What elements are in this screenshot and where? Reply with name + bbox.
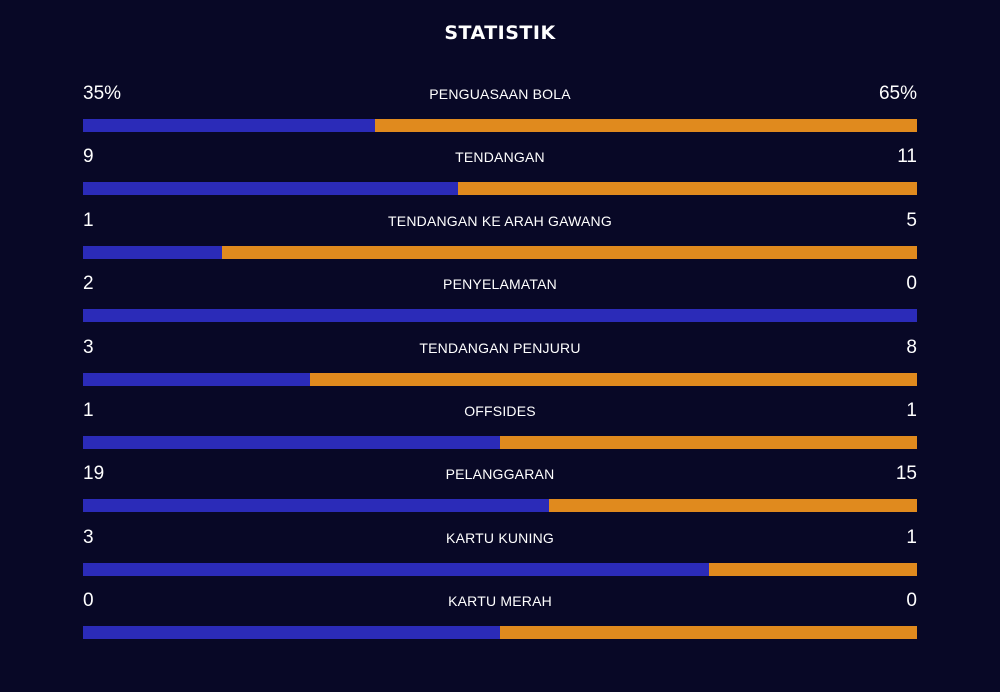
comparison-bar xyxy=(83,562,917,576)
stat-row-fouls: 19 PELANGGARAN 15 xyxy=(83,460,917,523)
comparison-bar xyxy=(83,435,917,449)
stats-title: STATISTIK xyxy=(444,22,556,44)
stat-row-possession: 35% PENGUASAAN BOLA 65% xyxy=(83,80,917,143)
home-value: 3 xyxy=(83,336,94,358)
stat-label: PELANGGARAN xyxy=(445,466,555,483)
home-bar xyxy=(83,562,709,576)
home-bar xyxy=(83,372,311,386)
stat-label: PENYELAMATAN xyxy=(443,276,557,293)
home-value: 19 xyxy=(83,463,105,485)
stat-row-saves: 2 PENYELAMATAN 0 xyxy=(83,270,917,333)
stat-row-yellow-cards: 3 KARTU KUNING 1 xyxy=(83,524,917,587)
comparison-bar xyxy=(83,119,917,132)
away-value: 0 xyxy=(906,273,917,295)
away-value: 11 xyxy=(897,146,917,168)
home-bar xyxy=(83,626,500,640)
stat-row-shots: 9 TENDANGAN 11 xyxy=(83,143,917,206)
comparison-bar xyxy=(83,626,917,640)
away-value: 1 xyxy=(906,399,917,421)
away-value: 0 xyxy=(906,590,917,612)
home-bar xyxy=(83,245,223,259)
home-bar xyxy=(83,309,917,323)
stats-list: 35% PENGUASAAN BOLA 65% 9 TENDANGAN 11 1… xyxy=(83,80,917,651)
stat-label: TENDANGAN KE ARAH GAWANG xyxy=(388,212,612,229)
stat-label: KARTU MERAH xyxy=(448,593,552,610)
comparison-bar xyxy=(83,245,917,259)
home-value: 1 xyxy=(83,209,94,231)
home-value: 3 xyxy=(83,526,94,548)
home-bar xyxy=(83,119,375,132)
away-value: 15 xyxy=(895,463,917,485)
away-value: 1 xyxy=(906,526,917,548)
stat-row-corners: 3 TENDANGAN PENJURU 8 xyxy=(83,334,917,397)
away-bar xyxy=(500,435,917,449)
away-bar xyxy=(708,562,917,576)
stat-label: OFFSIDES xyxy=(464,402,536,419)
home-value: 9 xyxy=(83,146,94,168)
stat-row-shots-on-target: 1 TENDANGAN KE ARAH GAWANG 5 xyxy=(83,207,917,270)
home-value: 1 xyxy=(83,399,94,421)
comparison-bar xyxy=(83,372,917,386)
away-bar xyxy=(222,245,917,259)
home-value: 0 xyxy=(83,590,94,612)
stat-label: PENGUASAAN BOLA xyxy=(429,86,571,102)
away-value: 65% xyxy=(878,83,917,104)
home-bar xyxy=(83,435,500,449)
comparison-bar xyxy=(83,499,917,513)
away-bar xyxy=(500,626,917,640)
stat-row-offsides: 1 OFFSIDES 1 xyxy=(83,397,917,460)
home-value: 2 xyxy=(83,273,94,295)
stat-row-red-cards: 0 KARTU MERAH 0 xyxy=(83,587,917,650)
away-value: 8 xyxy=(906,336,917,358)
home-bar xyxy=(83,499,550,513)
away-value: 5 xyxy=(906,209,917,231)
stat-label: KARTU KUNING xyxy=(446,529,554,546)
stat-label: TENDANGAN PENJURU xyxy=(419,339,581,356)
away-bar xyxy=(374,119,917,132)
comparison-bar xyxy=(83,309,917,323)
away-bar xyxy=(310,372,917,386)
comparison-bar xyxy=(83,182,917,196)
away-bar xyxy=(458,182,917,196)
stat-label: TENDANGAN xyxy=(455,149,545,166)
home-bar xyxy=(83,182,459,196)
home-value: 35% xyxy=(83,83,122,104)
away-bar xyxy=(549,499,917,513)
